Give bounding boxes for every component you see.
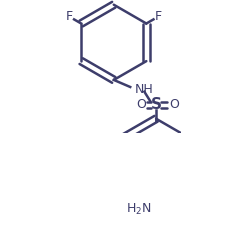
Text: S: S [151,97,162,112]
Text: F: F [155,10,162,23]
Text: H$_2$N: H$_2$N [126,202,151,217]
Text: F: F [65,10,72,23]
Text: O: O [136,98,146,111]
Text: NH: NH [135,83,154,96]
Text: O: O [169,98,179,111]
